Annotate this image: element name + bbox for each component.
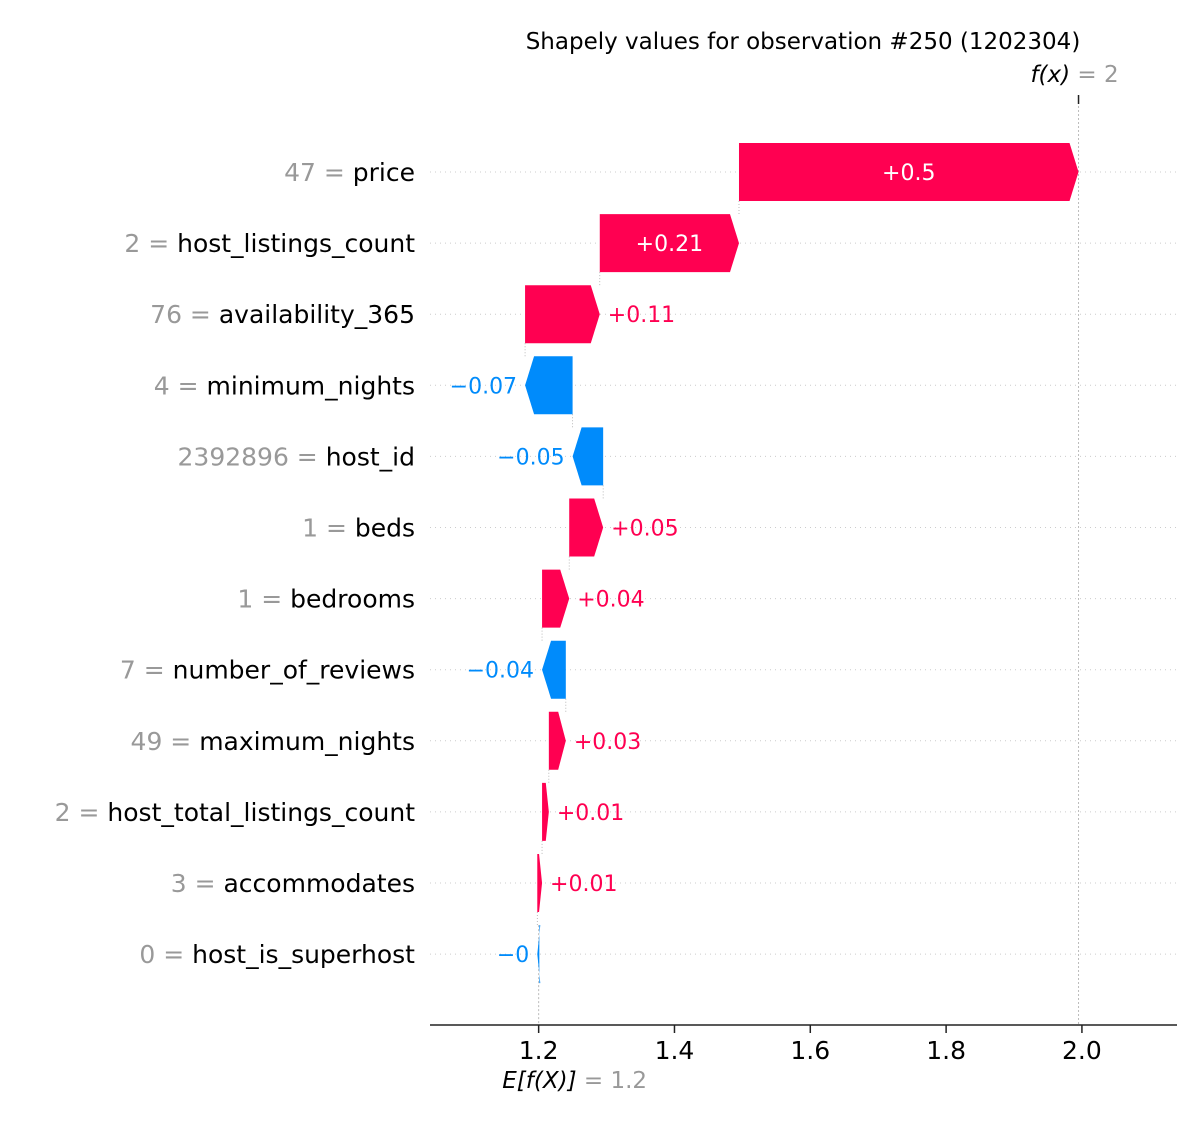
feature-name: host_listings_count xyxy=(177,229,415,258)
feature-label: 76 = availability_365 xyxy=(150,300,415,329)
feature-name: host_total_listings_count xyxy=(107,798,415,827)
feature-equals: = xyxy=(155,940,192,969)
positive-contribution-bar xyxy=(542,569,570,628)
bar-value-label: −0.07 xyxy=(450,374,517,399)
feature-name: minimum_nights xyxy=(207,371,415,400)
fx-value: = 2 xyxy=(1070,62,1119,88)
positive-contribution-bar xyxy=(738,143,1079,201)
feature-equals: = xyxy=(71,798,108,827)
feature-value: 4 xyxy=(154,371,170,400)
feature-label: 1 = beds xyxy=(302,514,415,543)
feature-value: 7 xyxy=(120,656,136,685)
efx-label: E[f(X)] xyxy=(502,1068,576,1094)
x-tick-label: 2.0 xyxy=(1062,1036,1102,1065)
feature-name: bedrooms xyxy=(290,585,415,614)
positive-contribution-bar xyxy=(548,711,566,770)
bar-value-label: −0.05 xyxy=(497,445,564,470)
bar-value-label: +0.5 xyxy=(882,161,935,186)
feature-equals: = xyxy=(140,229,177,258)
feature-name: number_of_reviews xyxy=(173,656,415,685)
expectation-annotations: f(x) = 2 E[f(X)] = 1.2 xyxy=(502,62,1118,1094)
feature-name: beds xyxy=(355,514,415,543)
feature-equals: = xyxy=(316,158,353,187)
bar-value-label: +0.01 xyxy=(550,872,617,897)
feature-equals: = xyxy=(289,442,326,471)
bar-value-label: +0.05 xyxy=(611,517,678,542)
feature-equals: = xyxy=(136,656,173,685)
feature-label: 0 = host_is_superhost xyxy=(139,940,415,969)
negative-contribution-bar xyxy=(537,925,541,984)
feature-value: 2 xyxy=(124,229,140,258)
bar-value-label: −0 xyxy=(497,943,529,968)
expected-value-annotation: E[f(X)] = 1.2 xyxy=(502,1068,647,1094)
bar-value-label: −0.04 xyxy=(467,659,534,684)
negative-contribution-bar xyxy=(572,427,604,486)
x-tick-label: 1.2 xyxy=(519,1036,559,1065)
x-tick-label: 1.4 xyxy=(655,1036,695,1065)
feature-label: 1 = bedrooms xyxy=(237,585,415,614)
feature-name: accommodates xyxy=(223,869,415,898)
feature-equals: = xyxy=(162,727,199,756)
feature-name: price xyxy=(353,158,415,187)
chart-title: Shapely values for observation #250 (120… xyxy=(526,29,1081,55)
feature-equals: = xyxy=(182,300,219,329)
feature-label: 49 = maximum_nights xyxy=(131,727,415,756)
feature-label: 7 = number_of_reviews xyxy=(120,656,415,685)
feature-label: 3 = accommodates xyxy=(171,869,415,898)
bar-value-label: +0.03 xyxy=(574,730,641,755)
feature-equals: = xyxy=(170,371,207,400)
bar-value-label: +0.04 xyxy=(577,588,644,613)
feature-value: 76 xyxy=(150,300,182,329)
x-tick-label: 1.6 xyxy=(790,1036,830,1065)
positive-contribution-bar xyxy=(599,214,739,273)
model-output-annotation: f(x) = 2 xyxy=(1030,62,1118,88)
feature-name: maximum_nights xyxy=(199,727,415,756)
positive-contribution-bar xyxy=(525,285,600,344)
feature-label: 2392896 = host_id xyxy=(178,442,415,471)
positive-contribution-bar xyxy=(569,498,604,557)
feature-value: 2392896 xyxy=(178,442,289,471)
efx-value: = 1.2 xyxy=(577,1068,647,1094)
feature-value: 47 xyxy=(284,158,316,187)
bar-value-label: +0.21 xyxy=(636,232,703,257)
bar-value-label: +0.11 xyxy=(608,303,675,328)
feature-value: 49 xyxy=(131,727,163,756)
feature-name: availability_365 xyxy=(219,300,415,329)
x-axis: 1.2 1.4 1.6 1.8 2.0 xyxy=(430,1024,1177,1065)
negative-contribution-bar xyxy=(525,356,573,415)
feature-value: 1 xyxy=(302,514,318,543)
feature-equals: = xyxy=(187,869,224,898)
bar-value-label: +0.01 xyxy=(557,801,624,826)
feature-name: host_id xyxy=(326,442,415,471)
feature-equals: = xyxy=(253,585,290,614)
feature-label: 47 = price xyxy=(284,158,415,187)
feature-label: 2 = host_listings_count xyxy=(124,229,415,258)
positive-contribution-bar xyxy=(537,854,543,912)
feature-label: 4 = minimum_nights xyxy=(154,371,415,400)
x-tick-label: 1.8 xyxy=(926,1036,966,1065)
negative-contribution-bar xyxy=(542,640,566,699)
feature-value: 3 xyxy=(171,869,187,898)
positive-contribution-bar xyxy=(542,782,549,841)
feature-value: 0 xyxy=(139,940,155,969)
feature-label: 2 = host_total_listings_count xyxy=(55,798,416,827)
feature-equals: = xyxy=(318,514,355,543)
feature-value: 1 xyxy=(237,585,253,614)
fx-label: f(x) xyxy=(1030,62,1070,88)
feature-value: 2 xyxy=(55,798,71,827)
contribution-bars: +0.5 +0.21 +0.11 −0.07 −0.05 +0.05 +0.04 −0.04 +… xyxy=(450,143,1079,984)
feature-name: host_is_superhost xyxy=(192,940,415,969)
